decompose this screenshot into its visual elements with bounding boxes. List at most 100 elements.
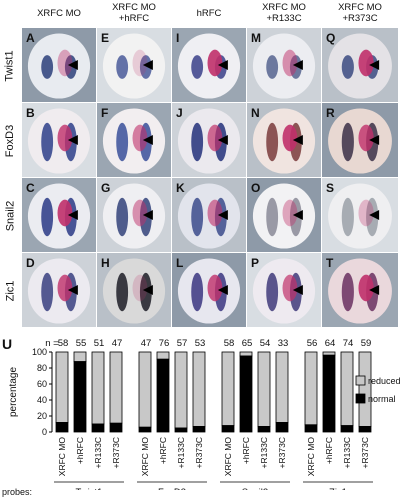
panel-letter: L <box>176 256 184 270</box>
embryo-image <box>247 28 321 102</box>
n-count: 53 <box>195 338 206 349</box>
panel-letter: R <box>326 106 335 120</box>
panel-letter: K <box>176 181 185 195</box>
x-category-label: +R373C <box>277 437 287 468</box>
row-label-foxd3: FoxD3 <box>4 124 16 157</box>
panel-letter: N <box>251 106 260 120</box>
group-probe-label: Snail2 <box>242 487 268 490</box>
panel-letter: T <box>326 256 334 270</box>
embryo-image <box>247 178 321 252</box>
embryo-panel-h: H <box>97 253 171 327</box>
x-category-label: XRFC MO <box>57 437 67 477</box>
arrowhead-icon <box>142 60 153 70</box>
y-tick-label: 0 <box>42 427 47 437</box>
bar-normal <box>156 358 170 433</box>
embryo-panel-c: C <box>22 178 96 252</box>
bar-reduced <box>239 351 253 357</box>
bar-normal <box>192 426 206 433</box>
embryo-panel-g: G <box>97 178 171 252</box>
bar-normal <box>275 422 289 433</box>
arrowhead-icon <box>217 210 228 220</box>
x-category-label: +hRFC <box>75 437 85 464</box>
x-category-label: +R373C <box>194 437 204 468</box>
embryo-image <box>22 28 96 102</box>
arrowhead-icon <box>142 135 153 145</box>
arrowhead-icon <box>67 285 78 295</box>
bar-reduced <box>109 351 123 424</box>
bar-normal <box>91 423 105 433</box>
arrowhead-icon <box>142 285 153 295</box>
y-tick-label: 100 <box>32 347 47 357</box>
column-header-xrfc-mo-r133c: XRFC MO +R133C <box>262 2 306 24</box>
embryo-panel-p: P <box>247 253 321 327</box>
x-category-label: +R373C <box>111 437 121 468</box>
arrowhead-icon <box>292 135 303 145</box>
n-count: 33 <box>278 338 289 349</box>
embryo-image <box>22 253 96 327</box>
group-probe-label: Twist1 <box>76 487 103 490</box>
bar-normal <box>358 426 372 433</box>
legend-label-reduced: reduced <box>368 376 401 386</box>
n-count: 47 <box>141 338 152 349</box>
arrowhead-icon <box>217 60 228 70</box>
panel-letter: C <box>26 181 35 195</box>
bar-normal <box>109 422 123 433</box>
embryo-image <box>172 28 246 102</box>
n-prefix: n = <box>45 338 59 349</box>
n-count: 55 <box>76 338 87 349</box>
group-probe-label: Zic1 <box>329 487 347 490</box>
bar-normal <box>73 361 87 433</box>
bar-reduced <box>340 351 354 426</box>
row-label-snail2: Snail2 <box>4 200 17 231</box>
x-category-label: +R133C <box>93 437 103 468</box>
bar-reduced <box>156 351 170 360</box>
arrowhead-icon <box>217 135 228 145</box>
arrowhead-icon <box>292 210 303 220</box>
panel-letter: Q <box>326 31 336 45</box>
bar-normal <box>239 355 253 433</box>
n-count: 76 <box>159 338 170 349</box>
panel-letter: B <box>26 106 35 120</box>
arrowhead-icon <box>142 210 153 220</box>
bar-normal <box>55 422 69 433</box>
embryo-panel-s: S <box>322 178 398 252</box>
bar-reduced <box>322 351 336 356</box>
embryo-image <box>247 103 321 177</box>
bar-reduced <box>174 351 188 429</box>
x-category-label: +R133C <box>342 437 352 468</box>
bar-reduced <box>91 351 105 425</box>
bar-reduced <box>275 351 289 423</box>
x-category-label: +R133C <box>176 437 186 468</box>
bar-reduced <box>73 351 87 362</box>
n-count: 51 <box>94 338 105 349</box>
column-header-hrfc: hRFC <box>196 8 222 19</box>
x-category-label: XRFC MO <box>140 437 150 477</box>
panel-letter: F <box>101 106 109 120</box>
arrowhead-icon <box>369 285 380 295</box>
embryo-panel-e: E <box>97 28 171 102</box>
arrowhead-icon <box>67 135 78 145</box>
x-category-label: +hRFC <box>241 437 251 464</box>
bar-normal <box>138 426 152 433</box>
bar-reduced <box>358 351 372 427</box>
embryo-panel-d: D <box>22 253 96 327</box>
arrowhead-icon <box>369 210 380 220</box>
embryo-panel-o: O <box>247 178 321 252</box>
x-category-label: +R373C <box>360 437 370 468</box>
embryo-panel-n: N <box>247 103 321 177</box>
y-tick-label: 80 <box>37 363 47 373</box>
embryo-panel-l: L <box>172 253 246 327</box>
bar-normal <box>174 427 188 433</box>
bar-normal <box>304 424 318 433</box>
embryo-image <box>22 103 96 177</box>
n-count: 47 <box>112 338 123 349</box>
panel-letter: J <box>176 106 183 120</box>
y-tick-label: 60 <box>37 379 47 389</box>
panel-label-u: U <box>2 336 13 352</box>
column-header-xrfc-mo-r373c: XRFC MO +R373C <box>338 2 382 24</box>
embryo-panel-q: Q <box>322 28 398 102</box>
bar-reduced <box>221 351 235 426</box>
legend-swatch-normal <box>355 393 366 404</box>
group-probe-label: FoxD3 <box>158 487 186 490</box>
panel-letter: H <box>101 256 110 270</box>
